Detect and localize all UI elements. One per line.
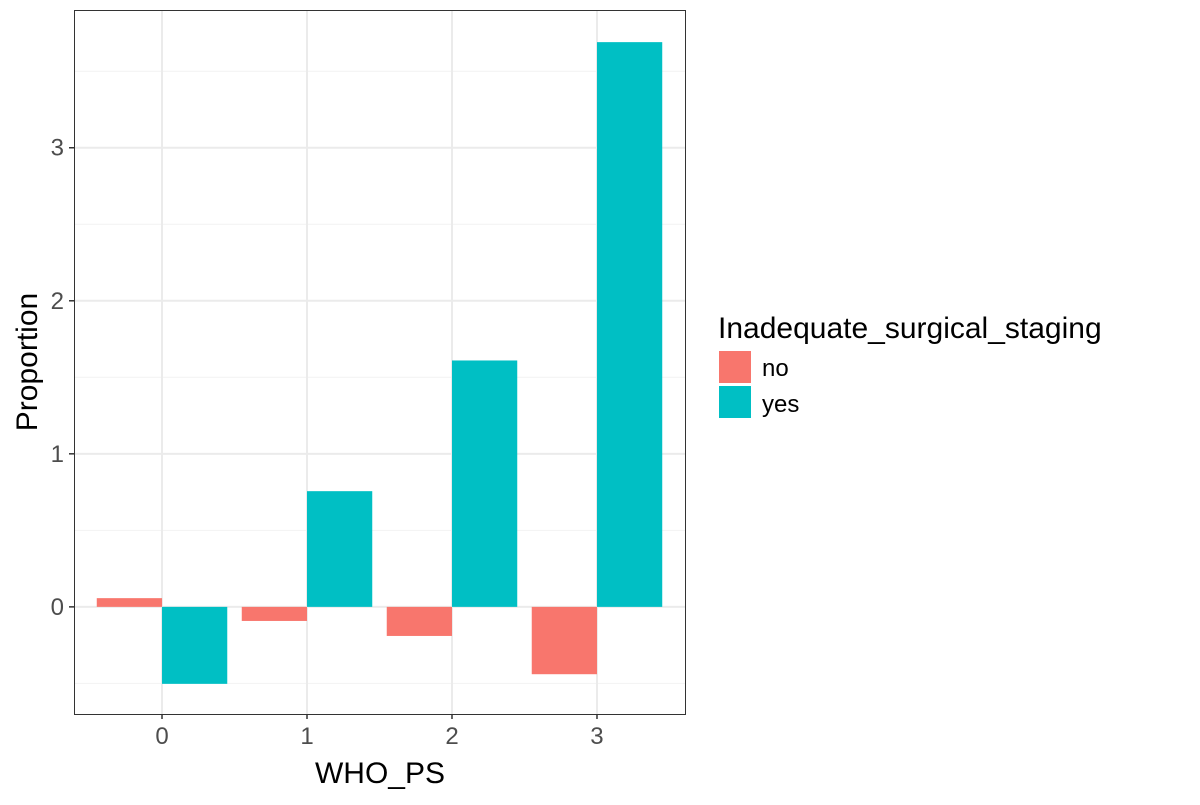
x-tick-label: 2 bbox=[445, 723, 458, 750]
legend-label-yes: yes bbox=[762, 391, 799, 418]
x-tick-label: 0 bbox=[155, 723, 168, 750]
x-tick-label: 1 bbox=[300, 723, 313, 750]
y-tick-label: 0 bbox=[51, 594, 64, 621]
axes: 0 1 2 3 0 1 2 3 bbox=[51, 135, 604, 750]
bar-yes-1 bbox=[307, 491, 373, 607]
y-tick-label: 3 bbox=[51, 135, 64, 162]
x-tick-label: 3 bbox=[590, 723, 603, 750]
bar-yes-0 bbox=[162, 606, 228, 684]
y-tick-label: 2 bbox=[51, 288, 64, 315]
bars bbox=[96, 42, 663, 684]
legend-key-yes bbox=[719, 386, 751, 418]
bar-no-3 bbox=[531, 606, 597, 675]
bar-no-0 bbox=[96, 598, 163, 607]
bar-yes-3 bbox=[596, 42, 663, 607]
bar-no-2 bbox=[386, 606, 452, 636]
legend-label-no: no bbox=[762, 355, 789, 382]
legend-title: Inadequate_surgical_staging bbox=[718, 312, 1102, 345]
panel-background bbox=[74, 10, 685, 714]
y-axis-title: Proportion bbox=[11, 293, 44, 431]
legend: Inadequate_surgical_staging no yes bbox=[718, 312, 1102, 418]
bar-no-1 bbox=[241, 606, 308, 621]
bar-yes-2 bbox=[451, 360, 518, 607]
y-tick-label: 1 bbox=[51, 441, 64, 468]
legend-key-no bbox=[719, 351, 751, 383]
x-axis-title: WHO_PS bbox=[315, 757, 445, 790]
grid bbox=[74, 10, 685, 714]
panel-border bbox=[74, 10, 686, 715]
